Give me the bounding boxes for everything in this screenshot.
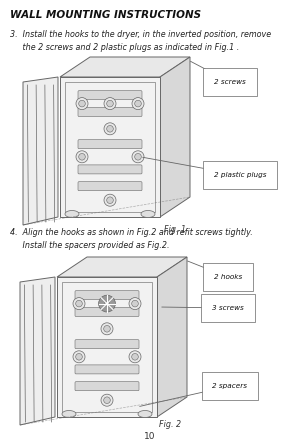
Text: WALL MOUNTING INSTRUCTIONS: WALL MOUNTING INSTRUCTIONS <box>10 10 201 20</box>
Circle shape <box>101 394 113 406</box>
Circle shape <box>79 153 85 160</box>
Circle shape <box>104 325 110 332</box>
Circle shape <box>132 354 138 360</box>
Circle shape <box>132 97 144 110</box>
Polygon shape <box>157 257 187 417</box>
Text: 4.  Align the hooks as shown in Fig.2 and refit screws tightly.
     Install the: 4. Align the hooks as shown in Fig.2 and… <box>10 228 253 250</box>
Polygon shape <box>57 277 157 417</box>
Circle shape <box>101 298 113 310</box>
Circle shape <box>107 126 113 132</box>
Text: 2 spacers: 2 spacers <box>212 383 247 389</box>
Circle shape <box>104 300 110 307</box>
FancyBboxPatch shape <box>75 365 139 374</box>
FancyBboxPatch shape <box>75 307 139 317</box>
Circle shape <box>104 97 116 110</box>
Text: 3.  Install the hooks to the dryer, in the inverted position, remove
     the 2 : 3. Install the hooks to the dryer, in th… <box>10 30 271 52</box>
Circle shape <box>107 197 113 203</box>
Ellipse shape <box>65 210 79 217</box>
Circle shape <box>129 351 141 363</box>
Circle shape <box>73 351 85 363</box>
FancyBboxPatch shape <box>75 382 139 391</box>
Circle shape <box>101 323 113 335</box>
Circle shape <box>104 397 110 404</box>
FancyBboxPatch shape <box>78 91 142 100</box>
Circle shape <box>129 298 141 310</box>
Circle shape <box>76 151 88 163</box>
Text: 2 hooks: 2 hooks <box>214 274 242 280</box>
FancyBboxPatch shape <box>78 108 142 116</box>
Circle shape <box>76 354 82 360</box>
Circle shape <box>135 153 141 160</box>
Text: Fig. 2: Fig. 2 <box>159 420 181 429</box>
Polygon shape <box>160 57 190 217</box>
Polygon shape <box>20 277 55 425</box>
Circle shape <box>107 100 113 107</box>
Circle shape <box>132 300 138 307</box>
Circle shape <box>73 298 85 310</box>
Text: 3 screws: 3 screws <box>212 305 244 311</box>
FancyBboxPatch shape <box>75 340 139 349</box>
Circle shape <box>105 301 110 306</box>
FancyBboxPatch shape <box>78 182 142 191</box>
Ellipse shape <box>141 210 155 217</box>
FancyBboxPatch shape <box>75 291 139 300</box>
Circle shape <box>76 300 82 307</box>
Ellipse shape <box>62 411 76 418</box>
Text: 10: 10 <box>144 432 156 441</box>
Circle shape <box>79 100 85 107</box>
Polygon shape <box>60 77 160 217</box>
Polygon shape <box>57 257 187 277</box>
Circle shape <box>104 194 116 206</box>
Polygon shape <box>23 77 58 225</box>
FancyBboxPatch shape <box>78 140 142 149</box>
Circle shape <box>135 100 141 107</box>
FancyBboxPatch shape <box>78 165 142 174</box>
Circle shape <box>76 97 88 110</box>
Text: Fig. 1: Fig. 1 <box>164 225 186 234</box>
Circle shape <box>104 123 116 135</box>
Circle shape <box>99 295 116 312</box>
Ellipse shape <box>138 411 152 418</box>
Text: 2 screws: 2 screws <box>214 79 246 85</box>
Text: 2 plastic plugs: 2 plastic plugs <box>214 172 266 178</box>
Polygon shape <box>60 57 190 77</box>
Circle shape <box>132 151 144 163</box>
